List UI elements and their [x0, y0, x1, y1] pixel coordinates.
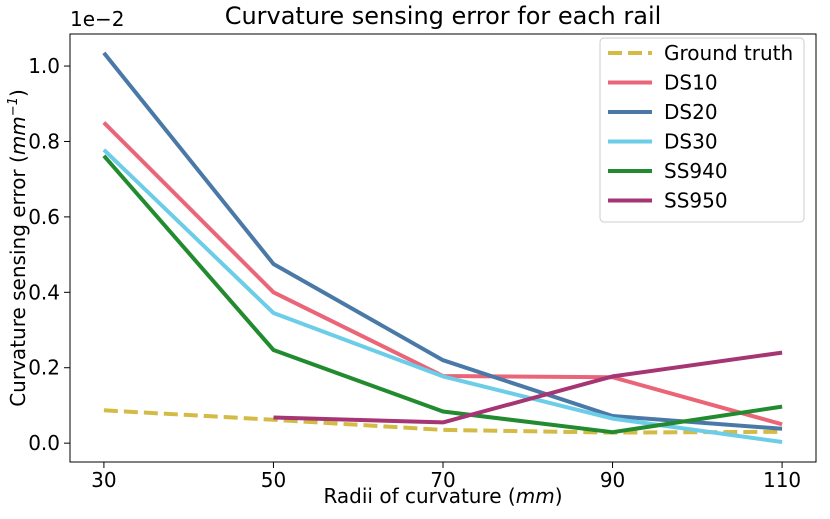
- chart-title: Curvature sensing error for each rail: [225, 2, 662, 30]
- series-line-ground-truth: [103, 408, 783, 435]
- legend-label-ss950: SS950: [664, 189, 728, 213]
- series-layer: [102, 51, 783, 444]
- y-tick-label: 0.0: [28, 431, 60, 455]
- x-axis: 30 50 70 90 110: [91, 462, 801, 492]
- legend-label-ds20: DS20: [664, 100, 718, 124]
- y-tick-label: 0.2: [28, 356, 60, 380]
- y-offset-label: 1e−2: [70, 7, 125, 31]
- legend-label-ground-truth: Ground truth: [664, 41, 793, 65]
- y-axis: 0.0 0.2 0.4 0.6 0.8 1.0: [28, 54, 70, 455]
- series-line-ds30: [102, 148, 783, 444]
- x-axis-label: Radii of curvature (mm): [323, 484, 562, 508]
- legend-label-ds30: DS30: [664, 130, 718, 154]
- x-tick-label: 90: [600, 468, 625, 492]
- x-tick-label: 30: [91, 468, 116, 492]
- legend-label-ds10: DS10: [664, 71, 718, 95]
- x-tick-label: 110: [763, 468, 801, 492]
- x-tick-label: 70: [430, 468, 455, 492]
- series-line-ss950: [273, 350, 783, 425]
- legend: Ground truth DS10 DS20 DS30 SS940 SS950: [599, 37, 805, 223]
- y-tick-label: 0.6: [28, 205, 60, 229]
- series-line-ds20: [102, 51, 783, 431]
- legend-label-ss940: SS940: [664, 159, 728, 183]
- y-tick-label: 0.4: [28, 280, 60, 304]
- x-tick-label: 50: [261, 468, 286, 492]
- y-tick-label: 1.0: [28, 54, 60, 78]
- y-axis-label: Curvature sensing error (mm−1): [6, 89, 30, 407]
- y-tick-label: 0.8: [28, 129, 60, 153]
- series-line-ss940: [102, 154, 783, 435]
